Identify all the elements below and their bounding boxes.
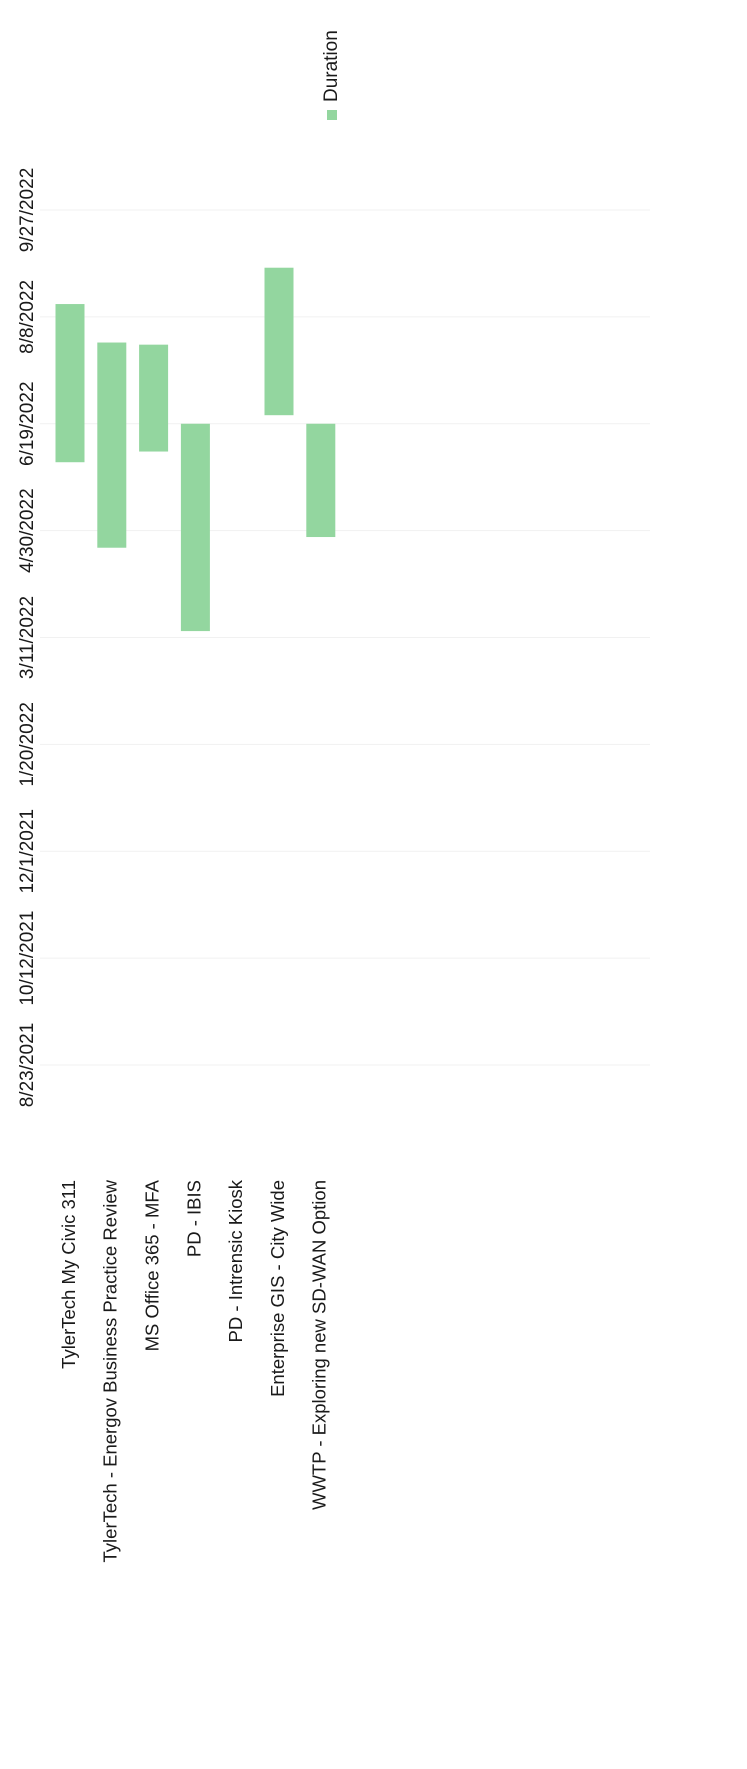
date-axis: 8/23/2021 10/12/2021 12/1/2021 1/20/2022 3/1… xyxy=(17,168,38,1108)
task-label: WWTP - Exploring new SD-WAN Option xyxy=(309,1180,330,1510)
task-label: PD - IBIS xyxy=(183,1180,204,1257)
duration-bar xyxy=(139,345,168,452)
task-label: Enterprise GIS - City Wide xyxy=(267,1180,288,1397)
task-label: TylerTech - Energov Business Practice Re… xyxy=(100,1179,121,1562)
date-tick-label: 9/27/2022 xyxy=(17,168,38,253)
grid-lines xyxy=(40,210,650,1065)
legend: Duration xyxy=(321,30,342,120)
duration-bars xyxy=(56,268,336,631)
task-label: PD - Intrensic Kiosk xyxy=(225,1179,246,1342)
duration-bar xyxy=(306,424,335,537)
date-tick-label: 4/30/2022 xyxy=(17,488,38,573)
date-tick-label: 3/11/2022 xyxy=(17,596,38,679)
date-tick-label: 6/19/2022 xyxy=(17,381,38,466)
task-label: TylerTech My Civic 311 xyxy=(58,1180,79,1369)
date-tick-label: 8/23/2021 xyxy=(17,1023,38,1108)
legend-swatch-duration xyxy=(327,110,337,120)
duration-bar xyxy=(181,424,210,631)
task-label: MS Office 365 - MFA xyxy=(141,1179,162,1351)
duration-bar xyxy=(265,268,294,415)
date-tick-label: 12/1/2021 xyxy=(17,809,38,894)
task-labels: TylerTech My Civic 311 TylerTech - Energo… xyxy=(58,1179,330,1562)
date-tick-label: 8/8/2022 xyxy=(17,280,38,354)
duration-bar xyxy=(97,343,126,548)
legend-label-duration: Duration xyxy=(321,30,342,102)
date-tick-label: 10/12/2021 xyxy=(17,911,38,1006)
date-tick-label: 1/20/2022 xyxy=(17,702,38,787)
duration-bar xyxy=(56,304,85,462)
